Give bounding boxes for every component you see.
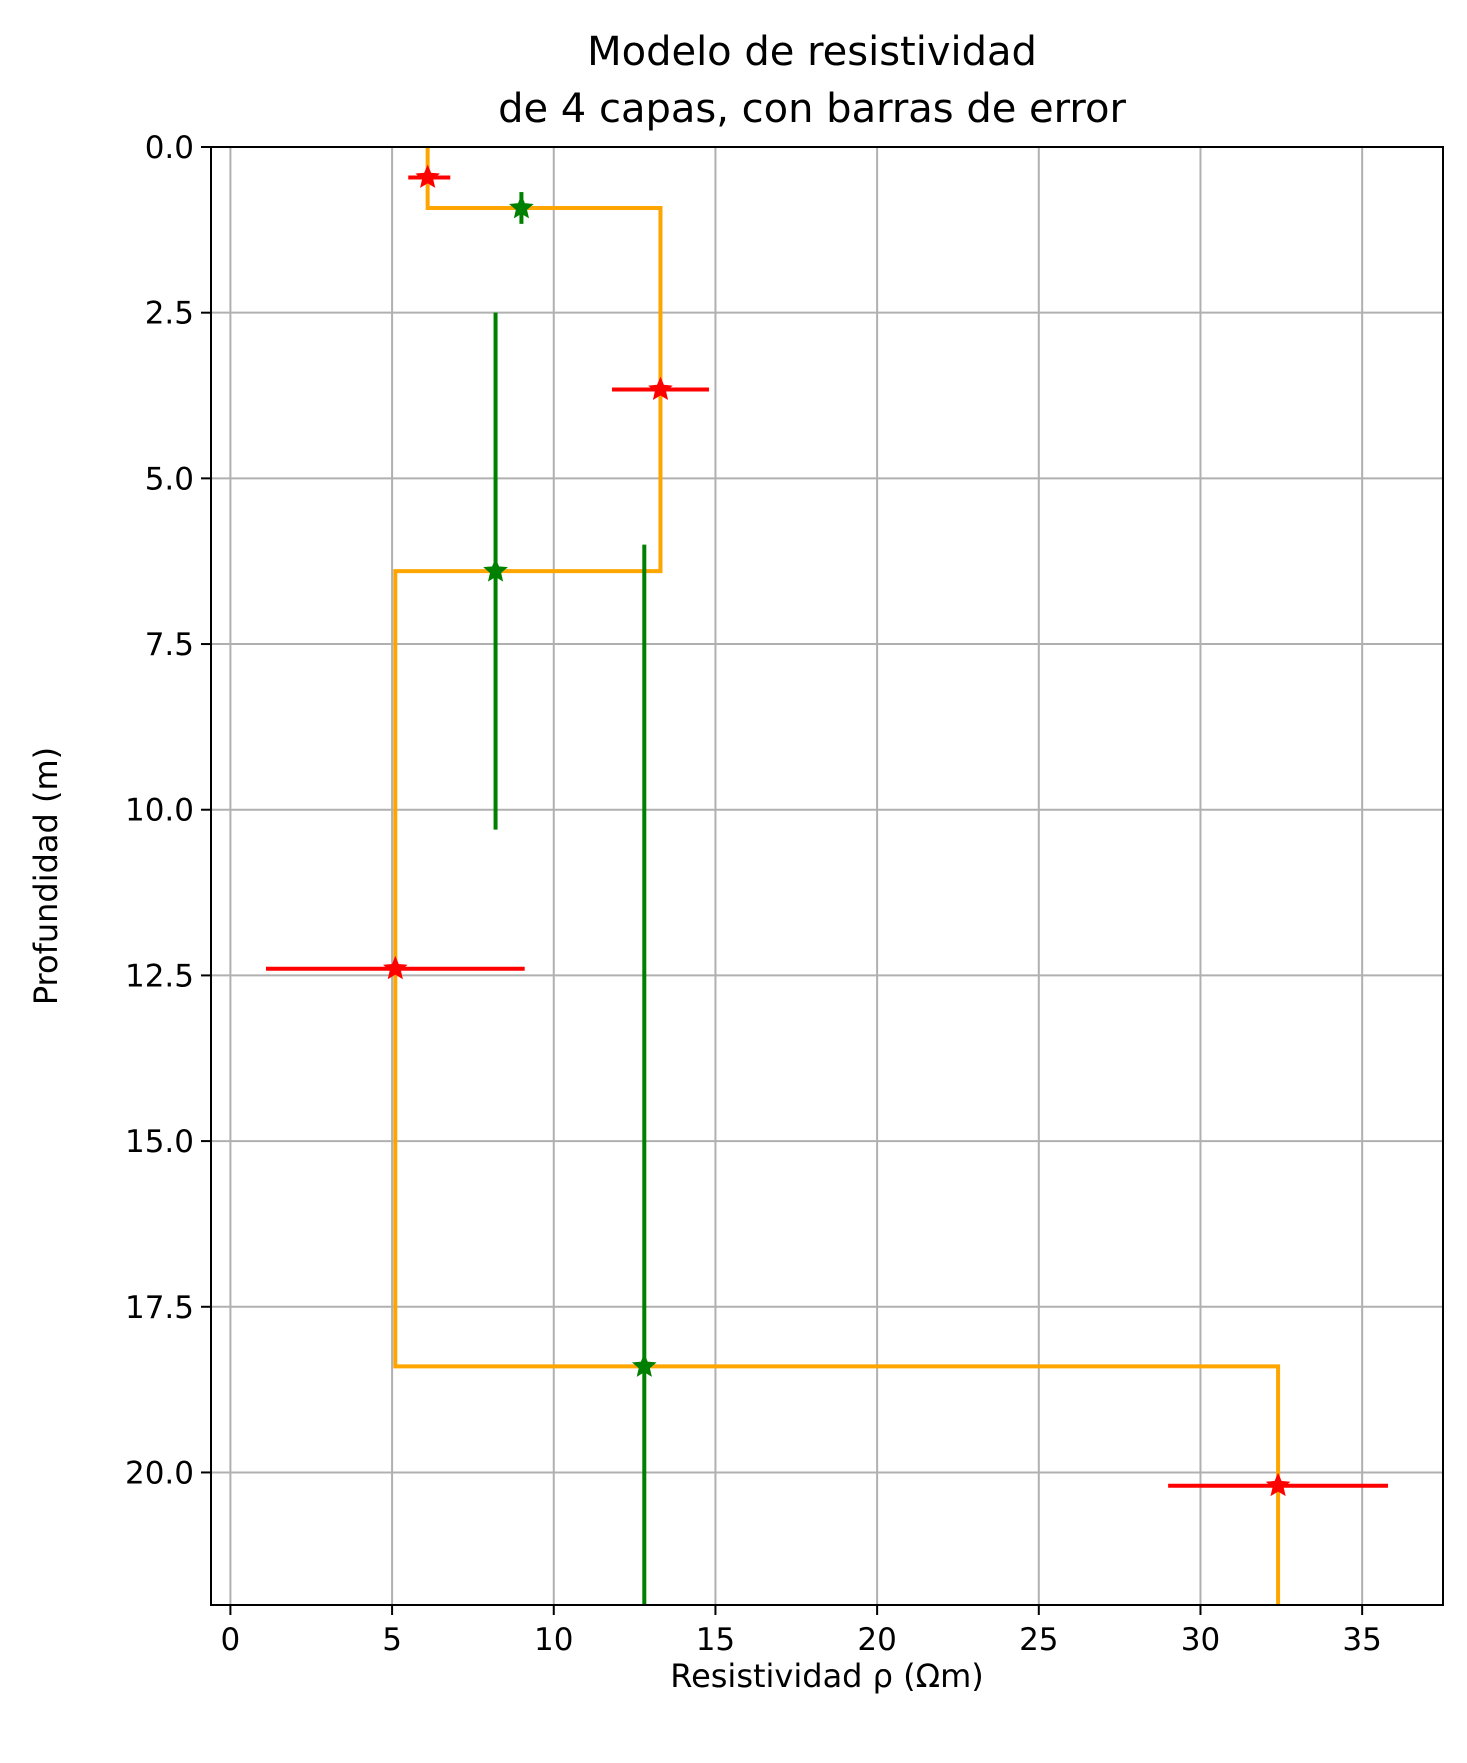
x-tick-label: 20 [857, 1622, 896, 1658]
x-tick-label: 0 [221, 1622, 241, 1658]
grid [211, 146, 1443, 1605]
y-tick-label: 2.5 [145, 296, 194, 332]
x-tick-label: 15 [696, 1622, 735, 1658]
thickness-star-marker [632, 1353, 657, 1377]
y-tick-label: 15.0 [125, 1124, 194, 1160]
y-tick-label: 12.5 [125, 958, 194, 994]
chart-title-line-1: Modelo de resistividad [587, 29, 1037, 75]
y-tick-label: 17.5 [125, 1290, 194, 1326]
resistivity-star-marker [415, 164, 440, 188]
x-tick-label: 35 [1342, 1622, 1381, 1658]
y-tick-label: 5.0 [145, 461, 194, 497]
resistivity-star-marker [648, 376, 673, 401]
y-tick-label: 0.0 [145, 130, 194, 166]
resistivity-star-marker [383, 955, 408, 980]
x-tick-label: 30 [1181, 1622, 1220, 1658]
x-tick-label: 25 [1019, 1622, 1058, 1658]
y-tick-label: 7.5 [145, 627, 194, 663]
resistivity-star-marker [1265, 1472, 1291, 1497]
axis-ticks: 0 5 10 15 20 25 30 35 0.0 2.5 5.0 7.5 10.0 12.5 15.0 17… [125, 130, 1382, 1658]
chart-title-line-2: de 4 capas, con barras de error [498, 86, 1126, 132]
thickness-star-marker [483, 558, 508, 582]
plot-series [265, 147, 1389, 1605]
y-axis-label: Profundidad (m) [27, 747, 65, 1005]
x-axis-label: Resistividad ρ (Ωm) [670, 1657, 983, 1695]
plot-frame [210, 146, 1444, 1606]
resistivity-model-step-line [393, 147, 1281, 1605]
y-tick-label: 20.0 [125, 1455, 194, 1491]
x-tick-label: 10 [534, 1622, 573, 1658]
y-tick-label: 10.0 [125, 793, 194, 829]
x-tick-label: 5 [382, 1622, 402, 1658]
thickness-star-marker [509, 195, 534, 219]
